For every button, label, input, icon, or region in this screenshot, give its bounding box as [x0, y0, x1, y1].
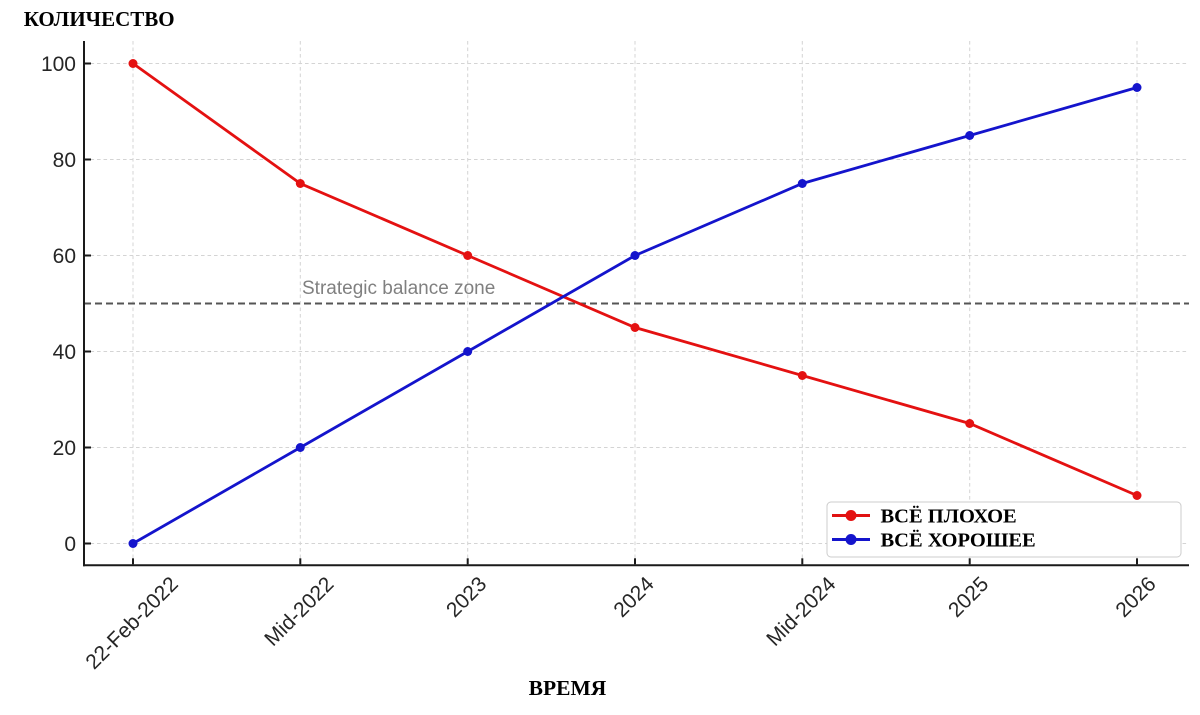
svg-text:60: 60: [53, 245, 76, 268]
svg-text:0: 0: [64, 533, 76, 556]
svg-text:КОЛИЧЕСТВО: КОЛИЧЕСТВО: [24, 7, 175, 31]
svg-text:100: 100: [41, 53, 76, 76]
svg-text:ВСЁ ХОРОШЕЕ: ВСЁ ХОРОШЕЕ: [881, 529, 1036, 552]
svg-text:ВРЕМЯ: ВРЕМЯ: [529, 676, 607, 700]
svg-text:Strategic balance zone: Strategic balance zone: [302, 278, 495, 299]
svg-text:80: 80: [53, 149, 76, 172]
svg-text:20: 20: [53, 437, 76, 460]
svg-text:40: 40: [53, 341, 76, 364]
svg-text:ВСЁ ПЛОХОЕ: ВСЁ ПЛОХОЕ: [881, 505, 1017, 528]
